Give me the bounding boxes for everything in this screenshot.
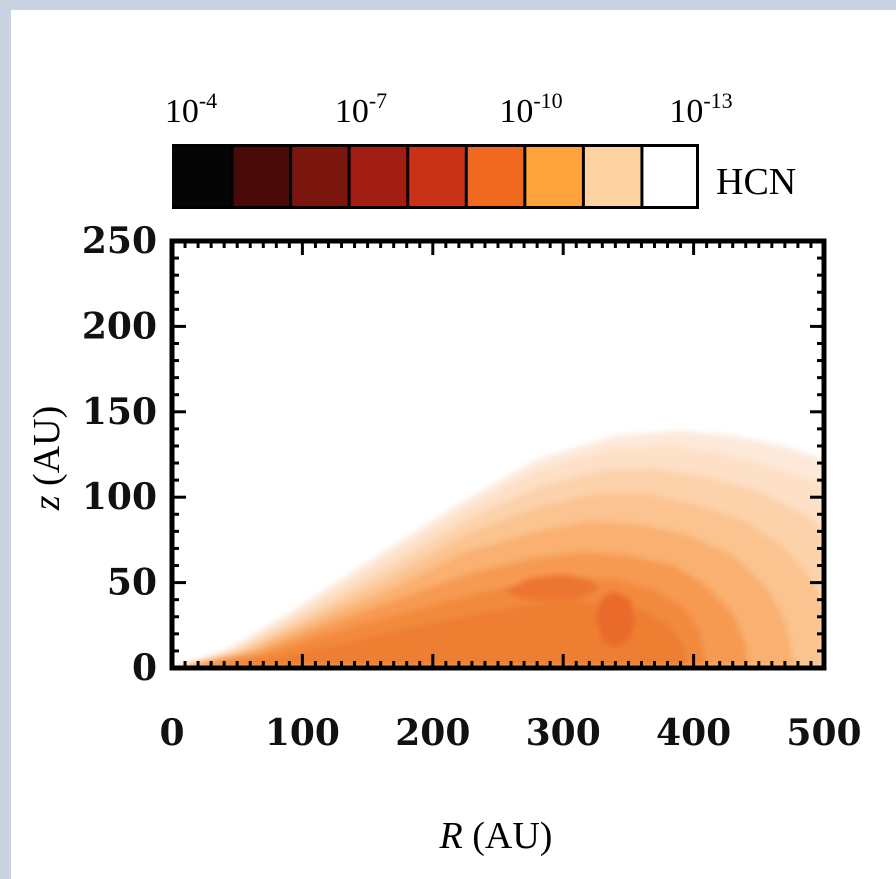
hcn-abundance-chart: 10-4 10-7 10-10 10-13 HCN 0 100 200 300 400 500 … (26, 88, 862, 857)
contour-level-7 (198, 601, 688, 668)
y-tick-label: 50 (107, 562, 157, 604)
x-axis-title: R (AU) (439, 815, 553, 857)
colorbar-bin-3 (350, 147, 407, 206)
colorbar-tick-label: 10-7 (335, 88, 387, 130)
y-axis-title: z (AU) (26, 406, 68, 512)
colorbar-tick-label: 10-13 (669, 88, 732, 130)
colorbar-bin-8 (643, 147, 696, 206)
abundance-contours (172, 241, 824, 668)
x-tick-label: 200 (395, 712, 470, 754)
contour-level-9 (595, 591, 635, 648)
colorbar-bin-1 (233, 147, 290, 206)
y-tick-labels: 0 50 100 150 200 250 (82, 220, 157, 689)
y-tick-label: 100 (82, 476, 157, 518)
colorbar-bin-7 (584, 147, 641, 206)
x-tick-label: 0 (159, 712, 184, 754)
y-tick-label: 0 (132, 647, 157, 689)
colorbar-tick-label: 10-10 (499, 88, 562, 130)
colorbar-species-label: HCN (716, 161, 796, 203)
contour-layers (172, 430, 824, 668)
colorbar-tick-label: 10-4 (165, 88, 217, 130)
plot-frame (169, 238, 827, 671)
colorbar-bin-2 (292, 147, 348, 206)
colorbar (172, 144, 699, 209)
x-tick-label: 500 (786, 712, 861, 754)
x-tick-label: 400 (656, 712, 731, 754)
colorbar-bin-5 (467, 147, 524, 206)
x-tick-labels: 0 100 200 300 400 500 (159, 712, 861, 754)
colorbar-bin-4 (409, 147, 465, 206)
colorbar-tick-labels: 10-4 10-7 10-10 10-13 (165, 88, 733, 130)
chart-panel: 10-4 10-7 10-10 10-13 HCN 0 100 200 300 400 500 … (11, 10, 896, 879)
contour-level-8 (504, 574, 600, 602)
colorbar-bin-0 (172, 147, 231, 206)
y-tick-label: 250 (82, 220, 157, 262)
x-tick-label: 300 (526, 712, 601, 754)
y-tick-label: 200 (82, 305, 157, 347)
x-tick-label: 100 (265, 712, 340, 754)
colorbar-bin-6 (526, 147, 582, 206)
y-tick-label: 150 (82, 391, 157, 433)
